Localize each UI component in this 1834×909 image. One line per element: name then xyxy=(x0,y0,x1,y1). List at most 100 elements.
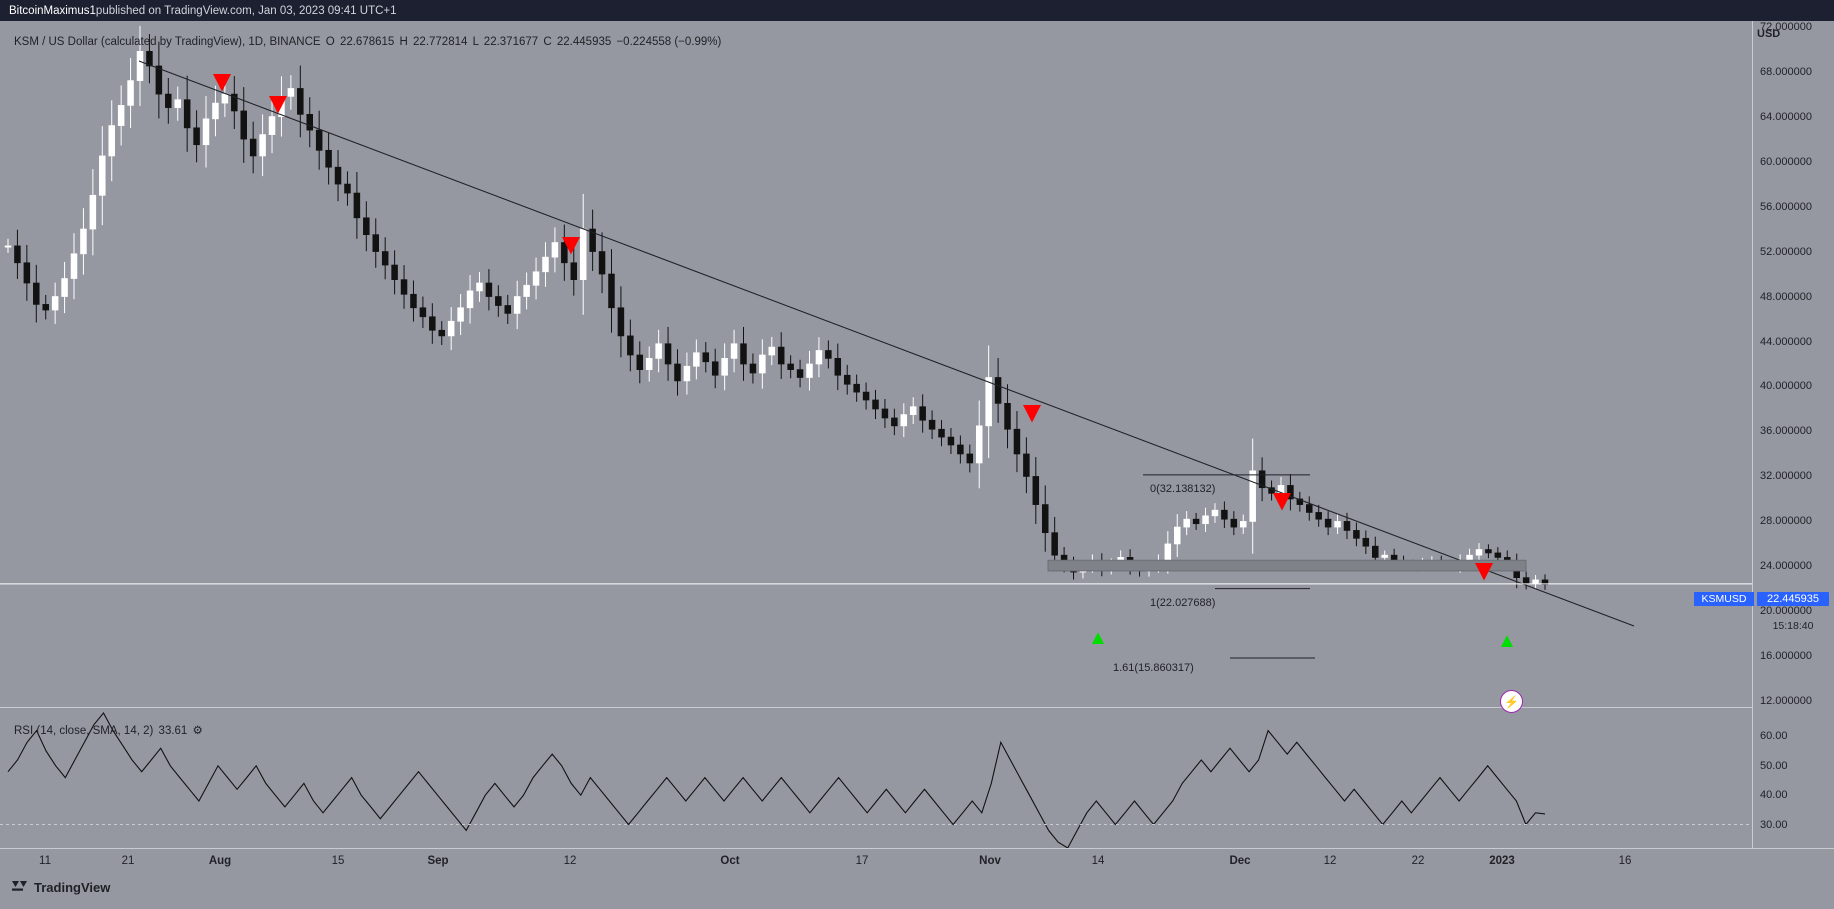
candle-body xyxy=(410,293,417,309)
rsi-legend-title: RSI (14, close, SMA, 14, 2) xyxy=(14,725,154,737)
candle-body xyxy=(240,110,247,140)
candle-body xyxy=(287,88,295,97)
candle-body xyxy=(268,116,276,135)
candle-body xyxy=(1381,554,1388,558)
candle-body xyxy=(1032,476,1040,505)
candle-body xyxy=(249,138,257,157)
candle-body xyxy=(664,343,672,365)
legend-high-value: 22.772814 xyxy=(413,36,468,48)
bearish-signal-marker xyxy=(1273,493,1291,511)
price-tick: 56.000000 xyxy=(1760,200,1812,213)
candle-body xyxy=(1306,504,1313,513)
candle-body xyxy=(447,320,455,337)
tradingview-logo[interactable]: TradingView xyxy=(12,880,110,895)
candle-body xyxy=(372,234,380,252)
candle-body xyxy=(1249,470,1256,522)
candle-body xyxy=(325,149,332,168)
candle-body xyxy=(1296,498,1304,505)
candle-body xyxy=(1051,532,1058,556)
candle-body xyxy=(466,290,474,309)
candle-body xyxy=(155,65,163,95)
candle-body xyxy=(334,166,342,185)
candle-body xyxy=(1287,485,1294,500)
candle-body xyxy=(862,391,870,401)
candle-body xyxy=(843,374,851,385)
candle-body xyxy=(909,406,917,415)
price-axis-divider xyxy=(1752,21,1753,848)
price-pane[interactable] xyxy=(0,21,1752,707)
price-tick: 68.000000 xyxy=(1760,65,1812,78)
candle-body xyxy=(947,436,955,446)
price-tick: 28.000000 xyxy=(1760,515,1812,528)
candle-body xyxy=(457,307,464,322)
candle-body xyxy=(1315,512,1322,520)
candle-body xyxy=(1475,549,1483,556)
candle-body xyxy=(994,377,1002,404)
candle-body xyxy=(674,363,681,382)
candle-body xyxy=(146,51,153,67)
price-tick: 52.000000 xyxy=(1760,245,1812,258)
candle-body xyxy=(815,350,823,365)
bullish-signal-marker xyxy=(1501,635,1513,647)
candle-body xyxy=(919,406,926,421)
candle-body xyxy=(1221,509,1228,520)
candle-body xyxy=(872,399,879,410)
candle-body xyxy=(1183,518,1190,528)
candle-body xyxy=(504,305,512,314)
candle-body xyxy=(928,419,936,430)
publish-text: published on TradingView.com, Jan 03, 20… xyxy=(95,4,397,17)
support-zone-box[interactable] xyxy=(1047,559,1527,572)
bearish-signal-marker xyxy=(562,237,580,255)
candle-body xyxy=(542,256,549,273)
time-tick: Oct xyxy=(720,855,740,867)
candle-body xyxy=(89,194,97,230)
candle-body xyxy=(438,329,446,337)
rsi-tick: 30.00 xyxy=(1760,818,1788,831)
candle-body xyxy=(721,358,728,376)
candle-body xyxy=(136,51,144,81)
pane-divider xyxy=(0,707,1752,708)
candle-body xyxy=(1485,549,1492,554)
gear-icon[interactable]: ⚙ xyxy=(192,725,203,737)
time-tick: 12 xyxy=(1323,855,1337,867)
candle-body xyxy=(768,346,776,356)
candle-body xyxy=(570,262,578,281)
time-tick: 11 xyxy=(39,855,51,867)
price-tick: 36.000000 xyxy=(1760,425,1812,438)
candle-body xyxy=(1324,518,1332,528)
legend-low-value: 22.371677 xyxy=(483,36,539,48)
candle-body xyxy=(579,228,587,281)
candle-body xyxy=(853,383,860,393)
candle-body xyxy=(381,251,389,266)
candle-body xyxy=(80,228,87,255)
alert-icon[interactable]: ⚡ xyxy=(1500,690,1523,713)
candle-body xyxy=(306,113,313,131)
candle-body xyxy=(759,354,766,374)
candle-body xyxy=(975,425,983,464)
candle-body xyxy=(1164,543,1172,562)
candle-body xyxy=(730,343,738,359)
tradingview-mark-icon xyxy=(12,881,27,891)
candle-body xyxy=(51,296,59,311)
legend-change: −0.224558 (−0.99%) xyxy=(616,36,722,48)
candle-body xyxy=(1211,509,1219,517)
time-tick: Dec xyxy=(1229,855,1251,867)
candle-body xyxy=(259,134,266,157)
candle-body xyxy=(1343,521,1351,531)
candle-body xyxy=(363,217,370,236)
trendline[interactable] xyxy=(138,60,1635,627)
time-tick: 14 xyxy=(1091,855,1105,867)
rsi-legend[interactable]: RSI (14, close, SMA, 14, 2) 33.61 ⚙ xyxy=(14,723,203,737)
time-tick: 16 xyxy=(1618,855,1632,867)
price-tick: 16.000000 xyxy=(1760,650,1812,663)
price-plot xyxy=(0,25,1752,659)
rsi-pane[interactable] xyxy=(0,712,1752,849)
candle-body xyxy=(193,127,200,146)
candle-body xyxy=(174,99,181,108)
candle-body xyxy=(598,251,606,275)
fib-label-0: 0(32.138132) xyxy=(1150,483,1216,495)
price-legend[interactable]: KSM / US Dollar (calculated by TradingVi… xyxy=(14,36,721,48)
brand-name: TradingView xyxy=(34,880,111,895)
candle-body xyxy=(202,118,210,146)
